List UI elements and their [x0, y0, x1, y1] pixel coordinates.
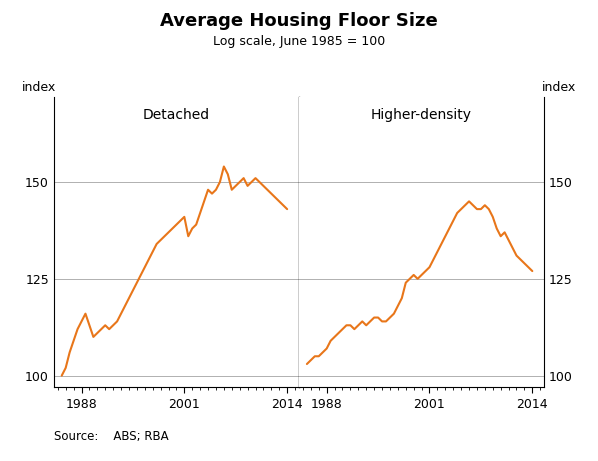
Text: Higher-density: Higher-density [371, 108, 472, 123]
Text: Average Housing Floor Size: Average Housing Floor Size [160, 12, 438, 30]
Text: Detached: Detached [143, 108, 210, 123]
Text: Log scale, June 1985 = 100: Log scale, June 1985 = 100 [213, 35, 385, 47]
Text: index: index [542, 81, 576, 94]
Text: index: index [22, 81, 56, 94]
Text: Source:    ABS; RBA: Source: ABS; RBA [54, 430, 169, 443]
